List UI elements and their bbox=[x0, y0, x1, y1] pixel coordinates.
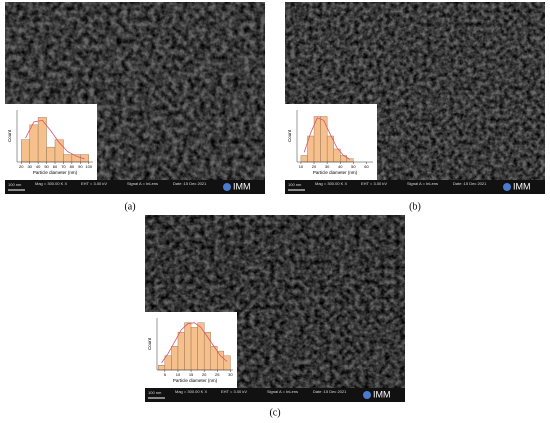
x-tick-label: 25 bbox=[215, 372, 220, 377]
x-axis-label: Particle diameter (nm) bbox=[173, 378, 218, 383]
histogram-bar bbox=[21, 139, 30, 163]
logo: IMM bbox=[233, 181, 251, 191]
info-text: Signal A = InLens bbox=[407, 181, 438, 186]
info-text: EHT = 3.00 kV bbox=[361, 181, 387, 186]
info-text: Signal A = InLens bbox=[267, 389, 298, 394]
info-text: Mag = 300.00 K X bbox=[315, 181, 347, 186]
logo-mark bbox=[223, 183, 231, 191]
x-axis-label: Particle diameter (nm) bbox=[313, 170, 358, 175]
info-bar bbox=[285, 180, 545, 194]
x-tick-label: 30 bbox=[27, 164, 32, 169]
y-axis-label: Count bbox=[287, 129, 292, 142]
info-text: Mag = 300.00 K X bbox=[35, 181, 67, 186]
x-tick-label: 15 bbox=[189, 372, 194, 377]
y-axis-label: Count bbox=[147, 337, 152, 350]
histogram-bar bbox=[223, 355, 231, 371]
info-bar bbox=[145, 388, 405, 402]
info-text: Mag = 300.00 K X bbox=[175, 389, 207, 394]
logo-mark bbox=[503, 183, 511, 191]
histogram-bar bbox=[320, 116, 328, 163]
scale-label: 100 nm bbox=[148, 390, 162, 395]
x-tick-label: 10 bbox=[176, 372, 181, 377]
x-tick-label: 70 bbox=[61, 164, 66, 169]
info-bar bbox=[5, 180, 265, 194]
x-axis-label: Particle diameter (nm) bbox=[33, 170, 78, 175]
histogram-bar bbox=[190, 327, 198, 371]
inset-box bbox=[5, 104, 97, 180]
fit-curve bbox=[161, 322, 228, 364]
histogram-bar bbox=[29, 124, 39, 163]
fit-curve bbox=[303, 117, 351, 160]
histogram-bar bbox=[171, 346, 179, 371]
logo-mark bbox=[363, 391, 371, 399]
histogram-bar bbox=[46, 146, 56, 163]
logo: IMM bbox=[373, 389, 391, 399]
scale-label: 100 nm bbox=[288, 182, 302, 187]
x-tick-label: 30 bbox=[228, 372, 233, 377]
histogram-bar bbox=[203, 331, 211, 371]
x-tick-label: 60 bbox=[364, 164, 369, 169]
logo: IMM bbox=[513, 181, 531, 191]
histogram-bar bbox=[63, 154, 73, 163]
y-axis-label: Count bbox=[7, 129, 12, 142]
info-text: Date :15 Dec 2021 bbox=[313, 389, 347, 394]
x-tick-label: 60 bbox=[53, 164, 58, 169]
x-tick-label: 5 bbox=[164, 372, 167, 377]
panel-label: (a) bbox=[124, 201, 135, 212]
x-tick-label: 80 bbox=[70, 164, 75, 169]
x-tick-label: 50 bbox=[351, 164, 356, 169]
x-tick-label: 40 bbox=[338, 164, 343, 169]
x-tick-label: 20 bbox=[312, 164, 317, 169]
histogram-bar bbox=[158, 365, 166, 371]
x-tick-label: 20 bbox=[19, 164, 24, 169]
histogram-bar bbox=[300, 155, 308, 163]
panel-label: (c) bbox=[269, 407, 280, 418]
fit-curve bbox=[25, 119, 85, 160]
x-tick-label: 50 bbox=[44, 164, 49, 169]
info-text: Date :15 Dec 2021 bbox=[173, 181, 207, 186]
info-text: EHT = 3.00 kV bbox=[81, 181, 107, 186]
panel-label: (b) bbox=[409, 201, 421, 212]
x-tick-label: 40 bbox=[36, 164, 41, 169]
x-tick-label: 90 bbox=[78, 164, 83, 169]
histogram-bar bbox=[184, 322, 192, 371]
histogram-bar bbox=[197, 322, 205, 371]
histogram-bar bbox=[177, 331, 185, 371]
histogram-bar bbox=[164, 355, 172, 371]
x-tick-label: 30 bbox=[325, 164, 330, 169]
info-text: Date :15 Dec 2021 bbox=[453, 181, 487, 186]
scale-label: 100 nm bbox=[8, 182, 22, 187]
info-text: Signal A = InLens bbox=[127, 181, 158, 186]
x-tick-label: 100 bbox=[85, 164, 92, 169]
info-text: EHT = 3.00 kV bbox=[221, 389, 247, 394]
x-tick-label: 20 bbox=[202, 372, 207, 377]
x-tick-label: 10 bbox=[299, 164, 304, 169]
histogram-bar bbox=[217, 350, 225, 371]
